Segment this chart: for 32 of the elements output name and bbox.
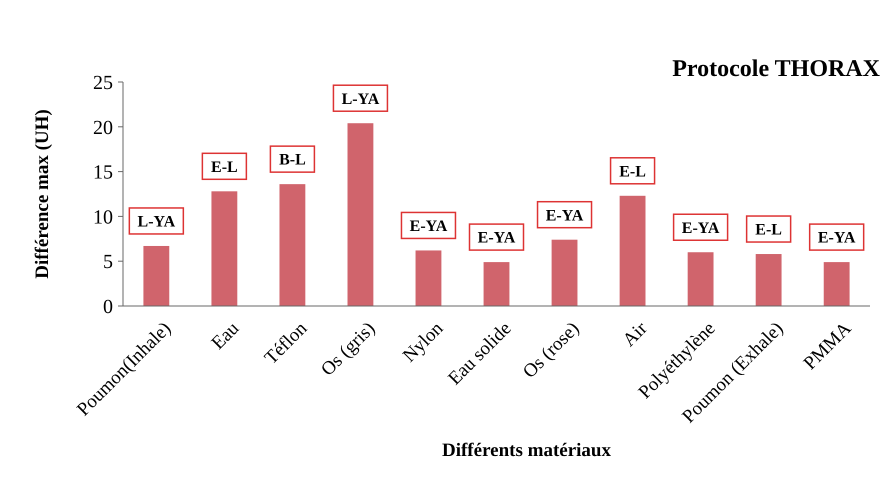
data-label: E-L <box>211 158 238 176</box>
bar <box>824 262 850 306</box>
y-tick-label: 5 <box>103 251 113 274</box>
bar <box>688 252 714 306</box>
data-label: E-YA <box>410 218 448 236</box>
data-label: B-L <box>279 152 306 169</box>
bar <box>756 254 782 306</box>
data-label: E-YA <box>682 220 720 237</box>
bar <box>552 240 578 306</box>
data-label: E-YA <box>818 230 856 247</box>
y-tick-label: 10 <box>93 206 113 228</box>
data-label: E-YA <box>478 230 516 247</box>
y-tick-label: 0 <box>103 296 113 318</box>
y-tick-label: 20 <box>93 116 113 139</box>
x-axis-title: Différents matériaux <box>442 440 612 461</box>
bar <box>416 250 442 306</box>
bar <box>211 191 238 306</box>
y-tick-label: 25 <box>93 72 113 94</box>
chart-title: Protocole THORAX <box>672 56 881 82</box>
data-label: L-YA <box>138 214 176 231</box>
bar <box>620 196 646 306</box>
data-label: E-L <box>755 222 782 239</box>
data-label: E-L <box>619 163 646 180</box>
bar <box>279 184 306 306</box>
bar <box>484 262 510 306</box>
data-label: E-YA <box>546 207 584 224</box>
y-axis-title: Différence max (UH) <box>32 109 53 279</box>
y-tick-label: 15 <box>93 162 113 184</box>
bar <box>348 123 374 306</box>
x-tick-label: Eau <box>208 318 244 354</box>
bar <box>143 246 170 306</box>
data-label: L-YA <box>342 90 380 108</box>
